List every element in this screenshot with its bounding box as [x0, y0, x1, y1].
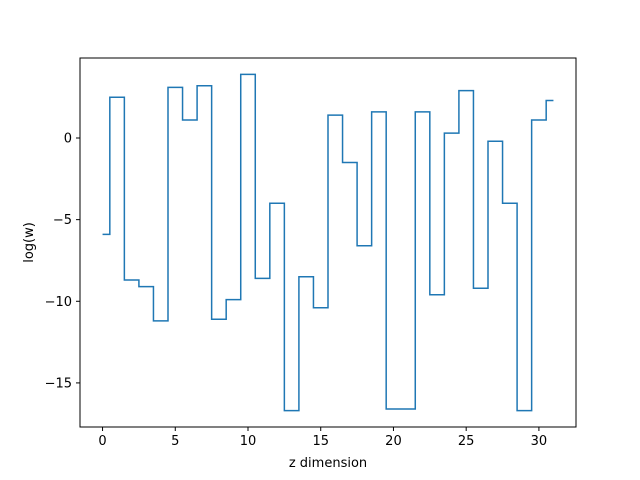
x-tick-label: 0: [98, 434, 106, 449]
y-ticks: −15 −10 −5 0: [45, 132, 80, 391]
plot-frame: [79, 57, 577, 428]
y-tick-label: −10: [45, 295, 72, 310]
x-tick-label: 30: [531, 434, 548, 449]
y-tick-label: −15: [45, 376, 72, 391]
x-tick-label: 15: [312, 434, 329, 449]
x-tick-label: 5: [171, 434, 179, 449]
series-line-0: [102, 73, 554, 412]
y-axis-label: log(w): [22, 222, 37, 263]
y-tick-label: 0: [64, 132, 72, 147]
x-axis-label: z dimension: [289, 456, 367, 471]
x-tick-label: 10: [240, 434, 257, 449]
x-tick-label: 25: [458, 434, 475, 449]
x-ticks: 0 5 10 15 20 25 30: [98, 427, 547, 449]
x-tick-label: 20: [385, 434, 402, 449]
series-layer: [102, 73, 554, 412]
y-tick-label: −5: [53, 213, 72, 228]
